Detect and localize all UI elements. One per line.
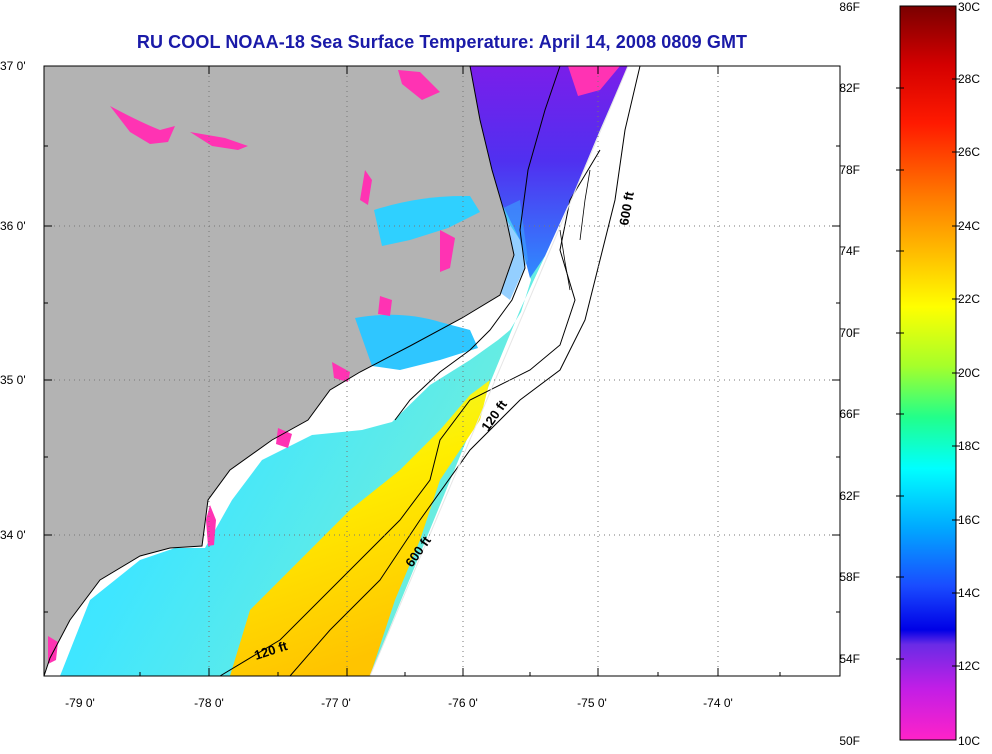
contour-120ft: [219, 149, 601, 676]
contour-label-600ft-north: 600 ft: [616, 190, 637, 227]
colorbar-f-82: 82F: [839, 81, 860, 95]
colorbar-c-18: 18C: [958, 439, 981, 453]
estuaries: [48, 66, 620, 664]
map-frame: [43, 65, 841, 677]
colorbar-f-50: 50F: [839, 734, 860, 748]
colorbar-f-58: 58F: [839, 570, 860, 584]
grid-lines: [44, 66, 840, 676]
lat-label-37: 37 0': [0, 59, 26, 73]
lon-label-79: -79 0': [65, 696, 95, 710]
map-title: RU COOL NOAA-18 Sea Surface Temperature:…: [136, 32, 748, 52]
lat-label-35: 35 0': [0, 373, 26, 387]
axis-ticks: [44, 65, 840, 676]
colorbar-f-86: 86F: [839, 0, 860, 14]
lon-label-78: -78 0': [194, 696, 224, 710]
colorbar-c-12: 12C: [958, 659, 981, 673]
coastline: [44, 66, 515, 676]
lat-label-36: 36 0': [0, 219, 26, 233]
contour-600ft: [289, 66, 641, 676]
colorbar-f-74: 74F: [839, 244, 860, 258]
colorbar-c-26: 26C: [958, 145, 981, 159]
colorbar-c-10: 10C: [958, 734, 981, 748]
map-area: 600 ft 120 ft 600 ft 120 ft: [44, 66, 840, 676]
lon-label-75: -75 0': [577, 696, 607, 710]
colorbar-c-22: 22C: [958, 292, 981, 306]
lon-label-77: -77 0': [321, 696, 351, 710]
colorbar-c-20: 20C: [958, 366, 981, 380]
colorbar-f-62: 62F: [839, 489, 860, 503]
lat-label-34: 34 0': [0, 528, 26, 542]
colorbar-f-66: 66F: [839, 407, 860, 421]
colorbar-c-16: 16C: [958, 513, 981, 527]
colorbar-c-30: 30C: [958, 0, 981, 14]
colorbar-f-54: 54F: [839, 652, 860, 666]
colorbar-ticks: [896, 78, 960, 667]
colorbar-c-24: 24C: [958, 219, 981, 233]
sst-swath: [60, 66, 628, 676]
outer-banks: [394, 66, 561, 421]
colorbar-c-14: 14C: [958, 586, 981, 600]
lon-label-74: -74 0': [703, 696, 733, 710]
bathymetry-contours: [219, 66, 641, 676]
lon-label-76: -76 0': [448, 696, 478, 710]
colorbar-f-78: 78F: [839, 163, 860, 177]
colorbar-f-70: 70F: [839, 326, 860, 340]
colorbar-c-28: 28C: [958, 72, 981, 86]
colorbar-scale: [899, 5, 957, 741]
